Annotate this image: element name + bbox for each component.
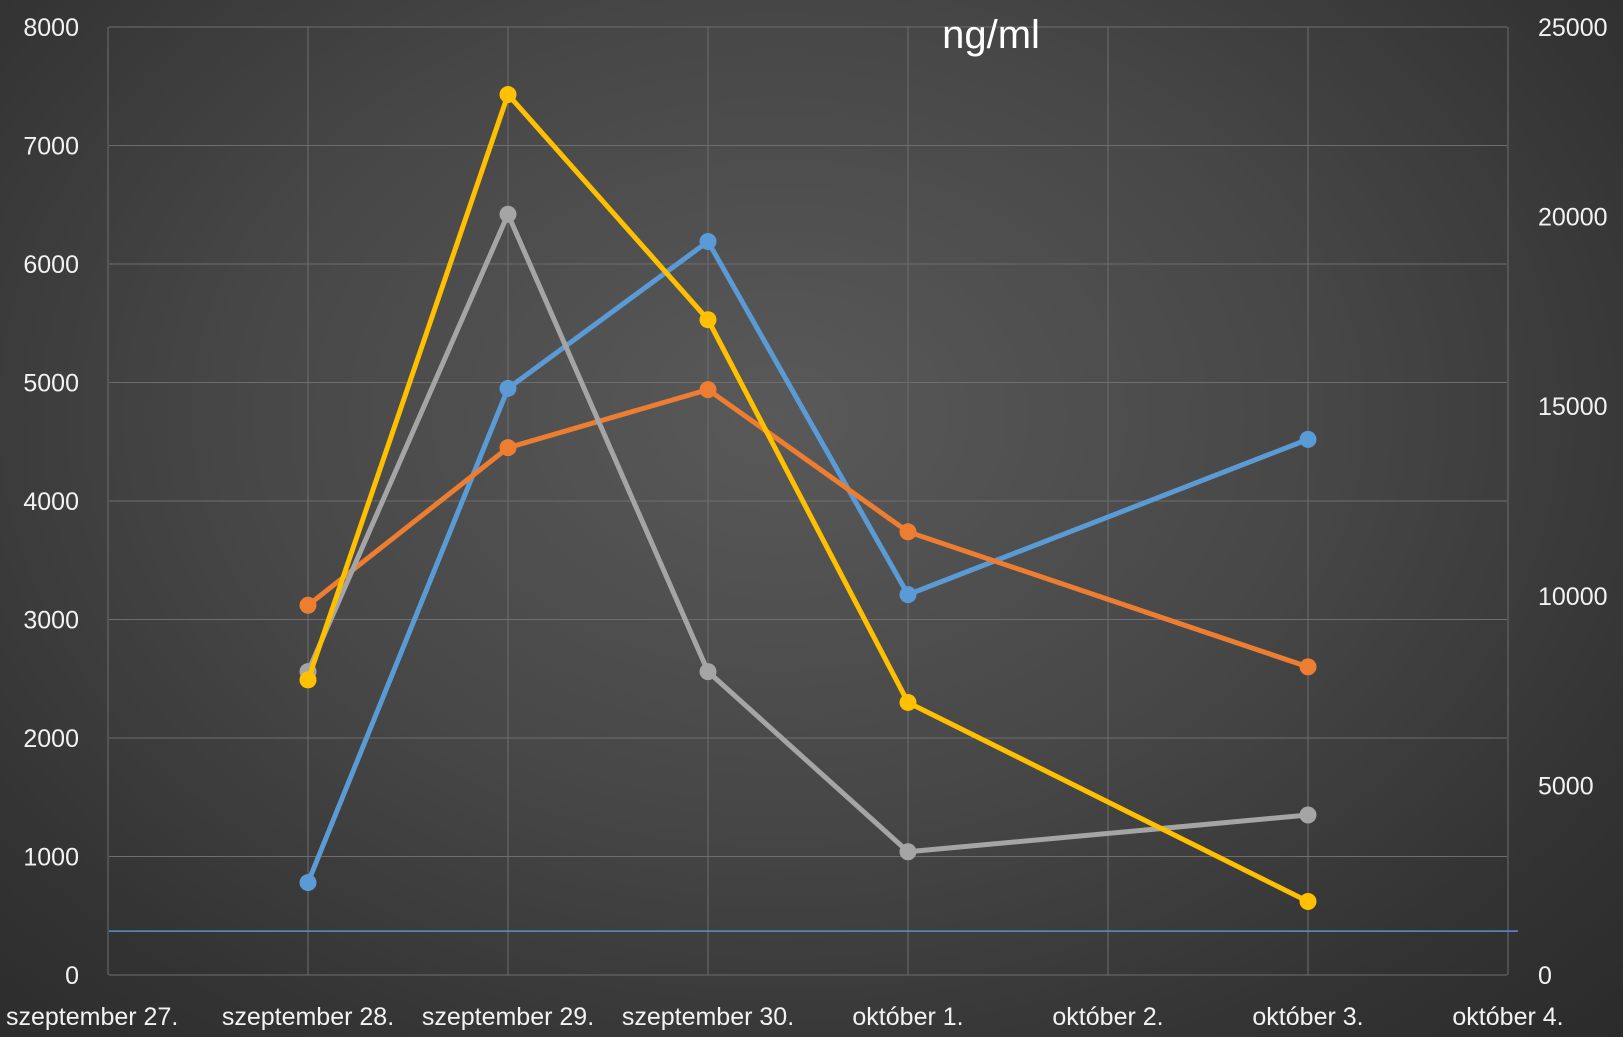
y-left-tick-label: 2000	[23, 725, 79, 753]
data-point	[299, 671, 317, 689]
series-line	[305, 387, 1311, 670]
y-right-tick-label: 10000	[1538, 583, 1608, 611]
chart-title: ng/ml	[942, 13, 1040, 57]
x-tick-label: szeptember 27.	[6, 1003, 178, 1031]
data-point	[699, 381, 717, 399]
data-point	[299, 874, 317, 892]
y-right-tick-label: 20000	[1538, 204, 1608, 232]
y-left-tick-label: 4000	[23, 488, 79, 516]
y-right-tick-label: 15000	[1538, 393, 1608, 421]
data-point	[699, 663, 717, 681]
y-right-tick-label: 25000	[1538, 14, 1608, 42]
y-left-tick-label: 3000	[23, 607, 79, 635]
data-point	[499, 379, 517, 397]
series-line	[305, 238, 1311, 886]
y-left-tick-label: 0	[65, 962, 79, 990]
y-left-tick-label: 1000	[23, 844, 79, 872]
series-group	[299, 86, 1317, 911]
y-left-tick-label: 7000	[23, 133, 79, 161]
gridlines	[107, 26, 1509, 976]
y-axis-right: 0 5000 10000 15000 20000 25000	[1538, 14, 1608, 990]
data-point	[1299, 430, 1317, 448]
y-left-tick-label: 8000	[23, 14, 79, 42]
data-point	[699, 311, 717, 329]
x-tick-label: szeptember 28.	[222, 1003, 394, 1031]
data-point	[1299, 658, 1317, 676]
data-point	[1299, 893, 1317, 911]
series-2	[299, 381, 1317, 676]
data-point	[699, 232, 717, 250]
data-point	[499, 205, 517, 223]
series-4	[299, 86, 1317, 911]
x-tick-label: szeptember 30.	[622, 1003, 794, 1031]
x-tick-label: október 1.	[852, 1003, 963, 1031]
x-tick-label: október 2.	[1052, 1003, 1163, 1031]
x-tick-label: október 4.	[1452, 1003, 1563, 1031]
data-point	[499, 86, 517, 104]
y-left-tick-label: 5000	[23, 370, 79, 398]
series-line	[305, 211, 1311, 855]
y-left-tick-label: 6000	[23, 251, 79, 279]
data-point	[899, 843, 917, 861]
data-point	[899, 586, 917, 604]
y-axis-left: 0 1000 2000 3000 4000 5000 6000 7000 8000	[23, 14, 79, 990]
data-point	[899, 523, 917, 541]
data-point	[299, 596, 317, 614]
data-point	[1299, 806, 1317, 824]
x-tick-label: szeptember 29.	[422, 1003, 594, 1031]
x-axis: szeptember 27. szeptember 28. szeptember 2…	[6, 1003, 1564, 1031]
series-1	[299, 232, 1317, 892]
x-tick-label: október 3.	[1252, 1003, 1363, 1031]
y-right-tick-label: 0	[1538, 962, 1552, 990]
y-right-tick-label: 5000	[1538, 772, 1594, 800]
data-point	[899, 693, 917, 711]
data-point	[499, 439, 517, 457]
